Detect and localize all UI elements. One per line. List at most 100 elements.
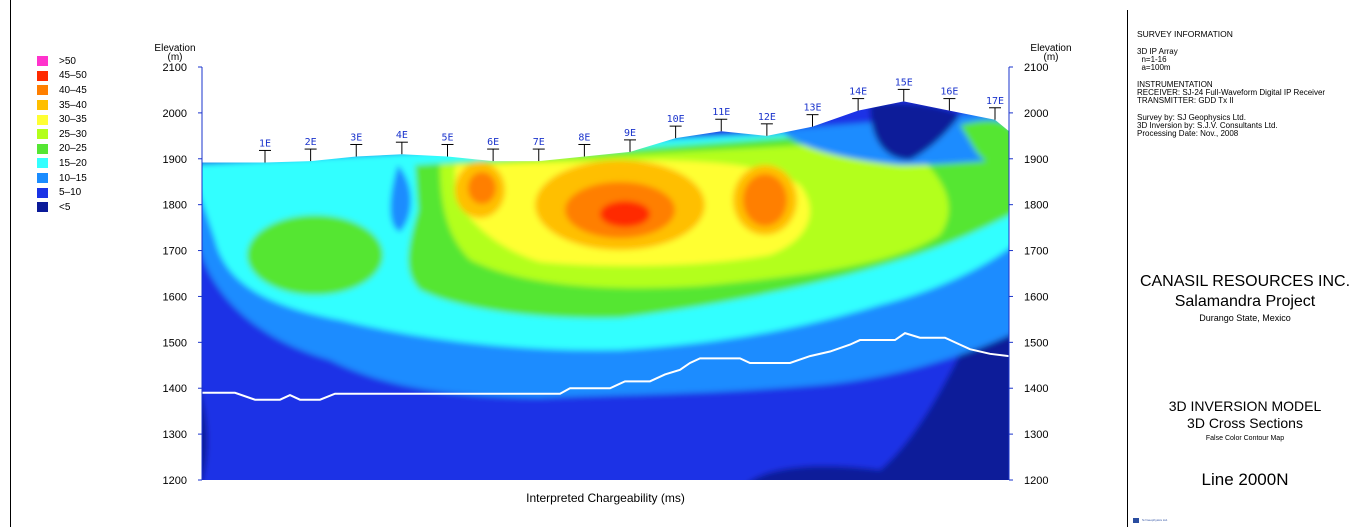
station-label: 8E xyxy=(578,132,590,143)
station-label: 7E xyxy=(533,137,545,148)
right-tick-label: 2000 xyxy=(1024,108,1048,120)
station-label: 1E xyxy=(259,138,271,149)
array-n: n=1-16 xyxy=(1137,55,1167,64)
line-name: Line 2000N xyxy=(1201,470,1289,489)
station-label: 13E xyxy=(803,103,821,114)
zone-40-45 xyxy=(743,174,787,226)
legend-label: 20–25 xyxy=(59,143,87,155)
company-logo xyxy=(1133,518,1139,523)
inversion-by: 3D Inversion by: S.J.V. Consultants Ltd. xyxy=(1137,121,1278,130)
processing-date: Processing Date: Nov., 2008 xyxy=(1137,129,1239,138)
instrumentation: INSTRUMENTATION RECEIVER: SJ-24 Full-Wav… xyxy=(1137,81,1325,105)
right-axis-title: Elevation xyxy=(1030,43,1071,54)
zone-40-45 xyxy=(468,172,496,204)
legend-swatch xyxy=(37,114,48,125)
legend-swatch xyxy=(37,129,48,140)
station-label: 15E xyxy=(895,77,913,88)
legend-label: 30–35 xyxy=(59,114,87,126)
left-tick-label: 1200 xyxy=(163,475,187,487)
legend-swatch xyxy=(37,158,48,169)
legend-item: 5–10 xyxy=(37,185,87,200)
info-panel: SURVEY INFORMATION 3D IP Array n=1-16 a=… xyxy=(1128,0,1362,527)
model-block: 3D INVERSION MODEL 3D Cross Sections Fal… xyxy=(1128,398,1362,446)
legend-swatch xyxy=(37,100,48,111)
station-label: 17E xyxy=(986,96,1004,107)
receiver: RECEIVER: SJ-24 Full-Waveform Digital IP… xyxy=(1137,88,1326,97)
contour-fill-group xyxy=(202,101,1009,481)
right-tick-label: 1600 xyxy=(1024,291,1048,303)
right-tick-label: 1400 xyxy=(1024,383,1048,395)
location: Durango State, Mexico xyxy=(1199,313,1291,323)
right-tick-label: 1300 xyxy=(1024,429,1048,441)
station-label: 16E xyxy=(940,87,958,98)
array-type: 3D IP Array xyxy=(1137,47,1178,56)
right-tick-label: 1700 xyxy=(1024,246,1048,258)
left-tick-label: 1900 xyxy=(163,154,187,166)
left-tick-label: 1700 xyxy=(163,246,187,258)
legend-label: <5 xyxy=(59,201,71,213)
panel-divider xyxy=(1127,10,1128,527)
survey-by: Survey by: SJ Geophysics Ltd. xyxy=(1137,113,1246,122)
legend-item: 20–25 xyxy=(37,142,87,157)
project-name: Salamandra Project xyxy=(1174,293,1316,310)
legend-item: 25–30 xyxy=(37,127,87,142)
zone-10-15 xyxy=(390,165,412,232)
legend-label: 25–30 xyxy=(59,128,87,140)
model-subtitle: 3D Cross Sections xyxy=(1187,415,1303,431)
left-tick-label: 2100 xyxy=(163,62,187,74)
legend-item: 15–20 xyxy=(37,156,87,171)
axes: 1200 1200 1300 1300 1400 1400 1500 1500 1600 1600… xyxy=(154,43,1071,505)
legend-swatch xyxy=(37,85,48,96)
color-legend: >50 45–50 40–45 35–40 30–35 25–30 20–25 15–20 10… xyxy=(37,54,87,215)
right-tick-label: 1900 xyxy=(1024,154,1048,166)
left-axis-title: Elevation xyxy=(154,43,195,54)
station-label: 10E xyxy=(667,114,685,125)
station-label: 6E xyxy=(487,137,499,148)
legend-item: 35–40 xyxy=(37,98,87,113)
left-tick-label: 1800 xyxy=(163,200,187,212)
station-label: 9E xyxy=(624,128,636,139)
legend-item: 30–35 xyxy=(37,112,87,127)
left-tick-label: 1500 xyxy=(163,337,187,349)
right-tick-label: 2100 xyxy=(1024,62,1048,74)
left-tick-label: 2000 xyxy=(163,108,187,120)
legend-label: >50 xyxy=(59,55,76,67)
model-title: 3D INVERSION MODEL xyxy=(1168,398,1322,414)
page-border-left xyxy=(10,0,11,527)
station-label: 4E xyxy=(396,130,408,141)
legend-swatch xyxy=(37,70,48,81)
left-tick-label: 1600 xyxy=(163,291,187,303)
model-note: False Color Contour Map xyxy=(1205,435,1285,442)
footer-text: SJ Geophysics Ltd. xyxy=(1142,518,1168,522)
transmitter: TRANSMITTER: GDD Tx II xyxy=(1137,96,1234,105)
legend-label: 35–40 xyxy=(59,99,87,111)
zone-20-25 xyxy=(247,215,383,295)
station-label: 11E xyxy=(712,107,730,118)
investigation-depth-line xyxy=(202,332,1009,401)
right-tick-label: 1500 xyxy=(1024,337,1048,349)
legend-swatch xyxy=(37,56,48,67)
right-tick-label: 1200 xyxy=(1024,475,1048,487)
right-axis-title: (m) xyxy=(1044,52,1059,63)
right-tick-label: 1800 xyxy=(1024,200,1048,212)
company-name: CANASIL RESOURCES INC. xyxy=(1139,273,1351,290)
zone-20-25 xyxy=(960,120,1009,166)
legend-swatch xyxy=(37,143,48,154)
station-markers: 1E 2E 3E 4E 5E 6E 7E 8E 9E 10E 11E 12E 13E 14E 15E 16E 1… xyxy=(259,77,1004,163)
x-axis-title: Interpreted Chargeability (ms) xyxy=(526,491,685,505)
survey-info: SURVEY INFORMATION 3D IP Array n=1-16 a=… xyxy=(1137,30,1325,147)
instrumentation-heading: INSTRUMENTATION xyxy=(1137,80,1213,89)
station-label: 12E xyxy=(758,112,776,123)
legend-swatch xyxy=(37,202,48,213)
legend-item: 10–15 xyxy=(37,171,87,186)
station-label: 3E xyxy=(350,132,362,143)
array-info: 3D IP Array n=1-16 a=100m xyxy=(1137,48,1325,72)
zone-45-50 xyxy=(600,201,650,227)
survey-heading: SURVEY INFORMATION xyxy=(1137,29,1233,39)
cross-section-chart: 1200 1200 1300 1300 1400 1400 1500 1500 1600 1600… xyxy=(154,43,1071,505)
left-tick-label: 1400 xyxy=(163,383,187,395)
legend-item: 40–45 xyxy=(37,83,87,98)
zone-lt5 xyxy=(870,103,960,160)
left-axis-title: (m) xyxy=(168,52,183,63)
legend-label: 5–10 xyxy=(59,187,82,199)
